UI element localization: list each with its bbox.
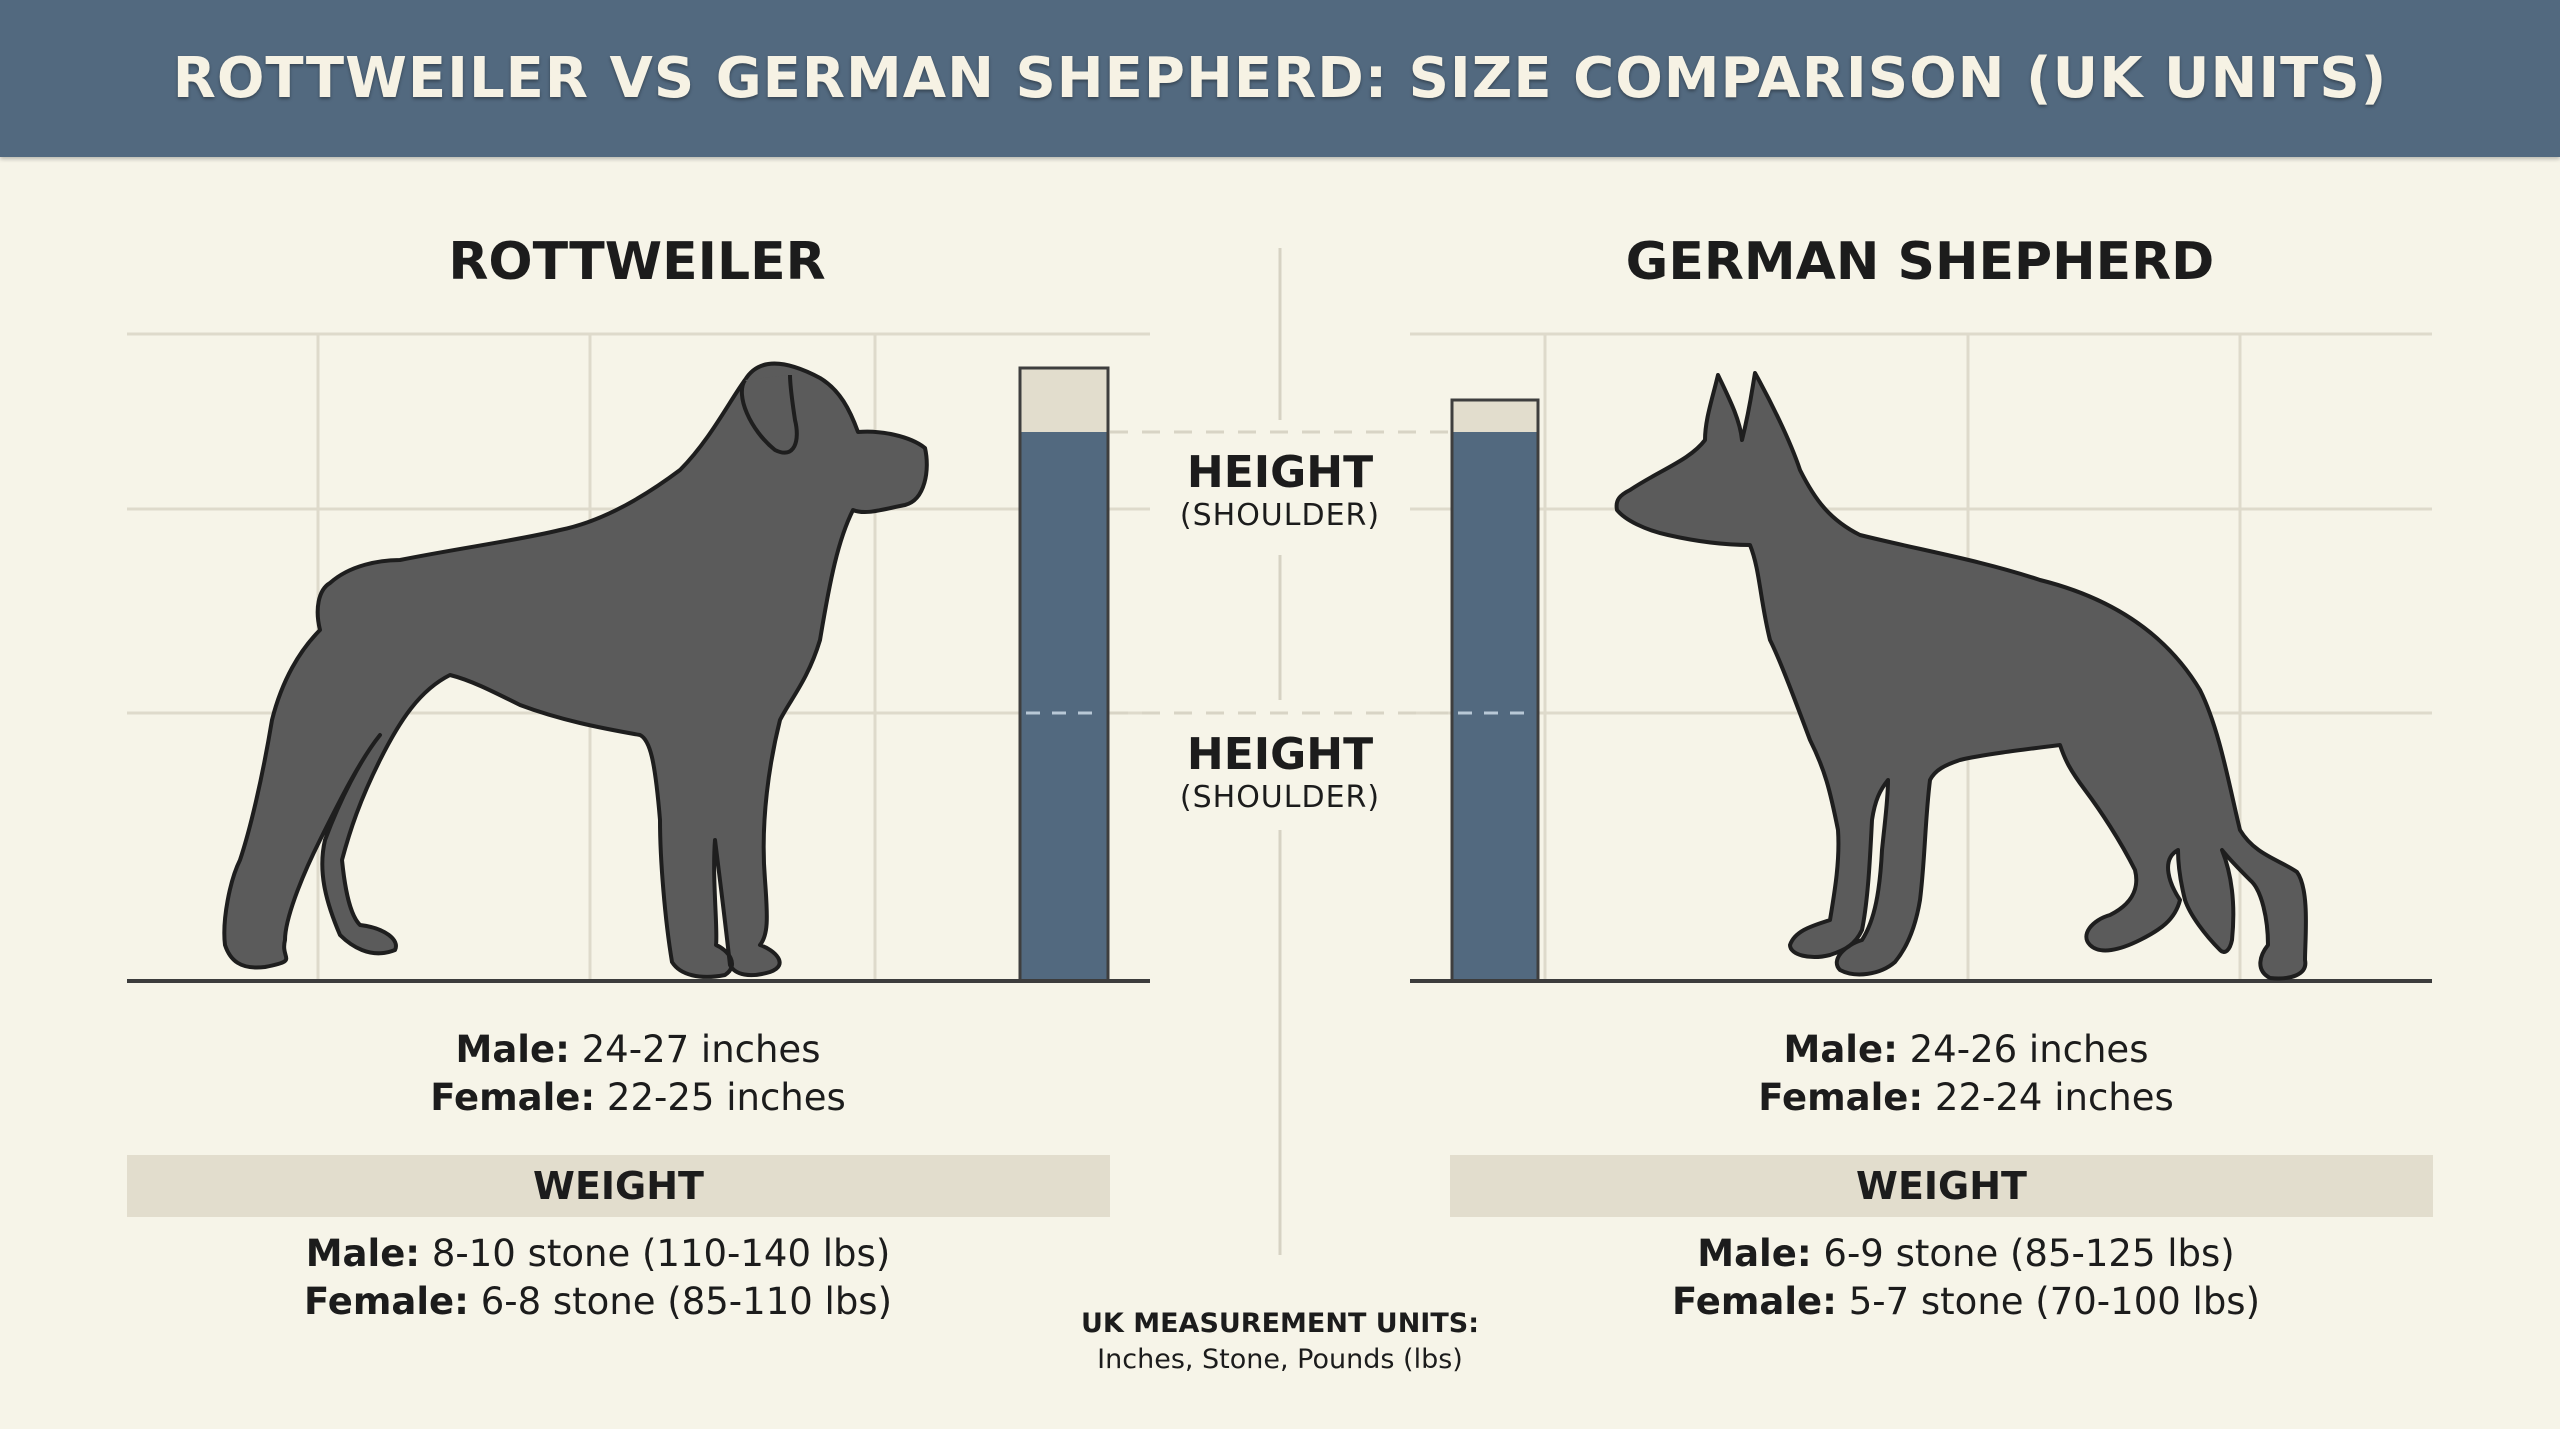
height-label-upper-subtitle: (SHOULDER) (1179, 498, 1381, 533)
height-label-lower-subtitle: (SHOULDER) (1179, 780, 1381, 815)
male-label: Male: (305, 1232, 421, 1275)
weight-header-label: WEIGHT (533, 1164, 704, 1208)
german-shepherd-height-female: Female: 22-24 inches (1466, 1074, 2466, 1122)
height-label-upper: HEIGHT (SHOULDER) (1080, 448, 1480, 534)
german-shepherd-height-info: Male: 24-26 inches Female: 22-24 inches (1466, 1026, 2466, 1122)
male-label: Male: (455, 1028, 570, 1071)
height-label-upper-title: HEIGHT (1186, 447, 1374, 498)
breed-title-rottweiler: ROTTWEILER (448, 232, 826, 292)
rottweiler-height-bar (1018, 366, 1110, 983)
units-note-title: UK MEASUREMENT UNITS: (1080, 1308, 1479, 1339)
male-weight-value: 6-9 stone (85-125 lbs) (1811, 1232, 2235, 1275)
female-weight-value: 6-8 stone (85-110 lbs) (468, 1280, 893, 1323)
german-shepherd-height-male: Male: 24-26 inches (1466, 1026, 2466, 1074)
male-height-value: 24-26 inches (1897, 1028, 2149, 1071)
rottweiler-weight-header: WEIGHT (127, 1155, 1110, 1217)
male-height-value: 24-27 inches (569, 1028, 821, 1071)
male-weight-value: 8-10 stone (110-140 lbs) (420, 1232, 891, 1275)
female-weight-value: 5-7 stone (70-100 lbs) (1836, 1280, 2261, 1323)
female-label: Female: (303, 1280, 469, 1323)
female-label: Female: (1671, 1280, 1837, 1323)
german-shepherd-height-bar (1450, 398, 1540, 983)
page-title: ROTTWEILER VS GERMAN SHEPHERD: SIZE COMP… (172, 46, 2388, 111)
rottweiler-height-info: Male: 24-27 inches Female: 22-25 inches (138, 1026, 1138, 1122)
rottweiler-silhouette-icon (222, 361, 929, 979)
rottweiler-weight-male: Male: 8-10 stone (110-140 lbs) (98, 1230, 1098, 1278)
female-label: Female: (430, 1076, 596, 1119)
grid-right (1410, 332, 2432, 981)
header-banner: ROTTWEILER VS GERMAN SHEPHERD: SIZE COMP… (0, 0, 2560, 157)
rottweiler-weight-info: Male: 8-10 stone (110-140 lbs) Female: 6… (98, 1230, 1098, 1326)
rottweiler-height-male: Male: 24-27 inches (138, 1026, 1138, 1074)
female-label: Female: (1758, 1076, 1924, 1119)
weight-header-label: WEIGHT (1856, 1164, 2027, 1208)
female-height-value: 22-25 inches (595, 1076, 846, 1119)
german-shepherd-weight-info: Male: 6-9 stone (85-125 lbs) Female: 5-7… (1466, 1230, 2466, 1326)
height-label-lower: HEIGHT (SHOULDER) (1080, 730, 1480, 816)
units-note-list: Inches, Stone, Pounds (lbs) (1097, 1344, 1463, 1375)
male-label: Male: (1697, 1232, 1812, 1275)
height-label-lower-title: HEIGHT (1186, 729, 1374, 780)
german-shepherd-weight-male: Male: 6-9 stone (85-125 lbs) (1466, 1230, 2466, 1278)
female-height-value: 22-24 inches (1923, 1076, 2174, 1119)
breed-title-german-shepherd: GERMAN SHEPHERD (1625, 232, 2215, 292)
units-note: UK MEASUREMENT UNITS: Inches, Stone, Pou… (1030, 1306, 1530, 1378)
rottweiler-weight-female: Female: 6-8 stone (85-110 lbs) (98, 1278, 1098, 1326)
male-label: Male: (1783, 1028, 1898, 1071)
german-shepherd-weight-female: Female: 5-7 stone (70-100 lbs) (1466, 1278, 2466, 1326)
german-shepherd-weight-header: WEIGHT (1450, 1155, 2433, 1217)
german-shepherd-silhouette-icon (1614, 371, 2308, 981)
rottweiler-height-female: Female: 22-25 inches (138, 1074, 1138, 1122)
